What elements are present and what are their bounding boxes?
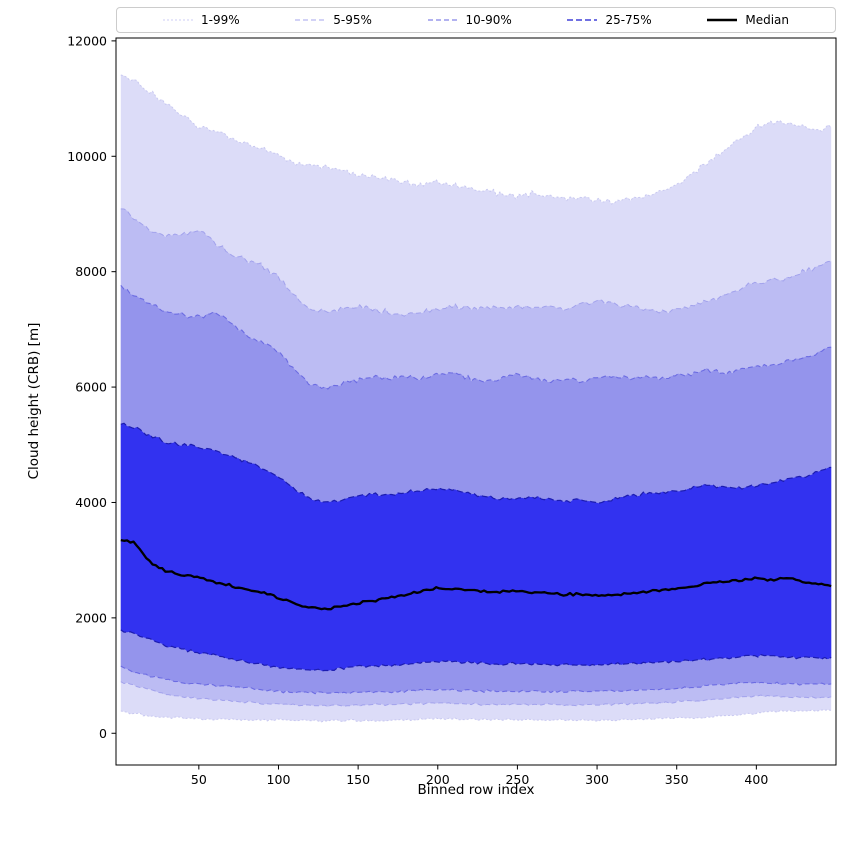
x-tick-label: 250 xyxy=(505,772,529,787)
band-layer xyxy=(120,74,832,723)
y-tick-label: 6000 xyxy=(75,380,107,395)
legend-line-sample xyxy=(295,19,326,21)
x-tick-label: 300 xyxy=(585,772,609,787)
median-line xyxy=(120,538,832,611)
y-tick-label: 10000 xyxy=(67,149,107,164)
x-tick-label: 350 xyxy=(665,772,689,787)
percentile-line-p10 xyxy=(120,665,832,695)
legend: 1-99% 5-95% 10-90% 25-75% Median xyxy=(116,7,836,33)
percentile-line-p5 xyxy=(120,681,832,708)
y-tick-label: 12000 xyxy=(67,33,107,48)
legend-label: 5-95% xyxy=(333,13,372,27)
percentile-line-p99 xyxy=(120,74,832,205)
percentile-line-p90 xyxy=(120,284,832,390)
x-axis-label: Binned row index xyxy=(417,782,535,798)
y-tick-label: 2000 xyxy=(75,610,107,625)
percentile-line-p75 xyxy=(120,422,832,504)
legend-item-10-90-: 10-90% xyxy=(427,13,512,27)
x-tick-label: 100 xyxy=(267,772,291,787)
x-tick-label: 200 xyxy=(426,772,450,787)
y-tick-label: 8000 xyxy=(75,264,107,279)
y-axis-label: Cloud height (CRB) [m] xyxy=(26,322,42,480)
axes-spines xyxy=(115,37,837,766)
percentile-line-p95 xyxy=(120,208,832,317)
legend-line-sample xyxy=(567,19,598,21)
x-tick-label: 50 xyxy=(191,772,207,787)
percentile-line-p25 xyxy=(120,629,832,672)
x-tick-label: 150 xyxy=(346,772,370,787)
legend-line-sample xyxy=(163,19,193,21)
y-tick-label: 4000 xyxy=(75,495,107,510)
band-25-75% xyxy=(120,423,832,671)
legend-label: 25-75% xyxy=(605,13,652,27)
legend-item-median: Median xyxy=(707,13,789,27)
x-tick-label: 400 xyxy=(744,772,768,787)
y-tick-label: 0 xyxy=(99,726,107,741)
legend-item-5-95-: 5-95% xyxy=(295,13,372,27)
percentile-line-p1 xyxy=(120,709,832,723)
legend-label: 1-99% xyxy=(201,13,240,27)
legend-label: Median xyxy=(745,13,789,27)
legend-line-sample xyxy=(427,19,458,21)
legend-label: 10-90% xyxy=(465,13,512,27)
legend-item-1-99-: 1-99% xyxy=(163,13,240,27)
legend-line-sample xyxy=(707,18,738,22)
legend-item-25-75-: 25-75% xyxy=(567,13,652,27)
